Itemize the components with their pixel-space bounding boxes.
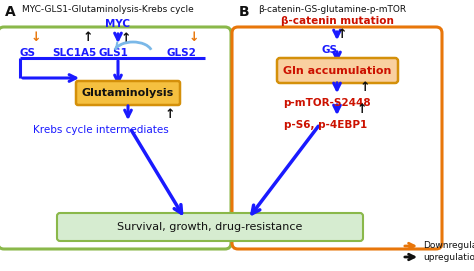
Text: ↑: ↑	[165, 108, 175, 121]
Text: GLS1: GLS1	[98, 48, 128, 58]
Text: Krebs cycle intermediates: Krebs cycle intermediates	[33, 125, 169, 135]
Text: MYC: MYC	[106, 19, 130, 29]
Text: ↓: ↓	[31, 31, 41, 44]
FancyBboxPatch shape	[0, 27, 231, 249]
Text: Survival, growth, drug-resistance: Survival, growth, drug-resistance	[117, 222, 303, 232]
Text: upregulation: upregulation	[423, 253, 474, 262]
Text: ↑: ↑	[83, 31, 93, 44]
Text: GS: GS	[20, 48, 36, 58]
Text: β-catenin-GS-glutamine-p-mTOR: β-catenin-GS-glutamine-p-mTOR	[258, 5, 406, 14]
Text: ↑: ↑	[360, 81, 370, 94]
Text: A: A	[5, 5, 16, 19]
Text: MYC-GLS1-Glutaminolysis-Krebs cycle: MYC-GLS1-Glutaminolysis-Krebs cycle	[22, 5, 194, 14]
Text: p-mTOR-S2448: p-mTOR-S2448	[283, 98, 371, 108]
Text: Glutaminolysis: Glutaminolysis	[82, 88, 174, 98]
FancyBboxPatch shape	[232, 27, 442, 249]
Text: Downregulation: Downregulation	[423, 241, 474, 250]
Text: B: B	[239, 5, 250, 19]
FancyBboxPatch shape	[57, 213, 363, 241]
Text: ↑: ↑	[121, 32, 131, 45]
Text: SLC1A5: SLC1A5	[52, 48, 96, 58]
Text: GLS2: GLS2	[166, 48, 196, 58]
Text: Gln accumulation: Gln accumulation	[283, 66, 391, 76]
Text: ↑: ↑	[357, 103, 367, 116]
FancyBboxPatch shape	[76, 81, 180, 105]
Text: ↑: ↑	[337, 28, 347, 41]
Text: GS: GS	[322, 45, 338, 55]
Text: p-S6, p-4EBP1: p-S6, p-4EBP1	[284, 120, 368, 130]
Text: β-catenin mutation: β-catenin mutation	[281, 16, 393, 26]
Text: ↓: ↓	[189, 31, 199, 44]
FancyBboxPatch shape	[277, 58, 398, 83]
